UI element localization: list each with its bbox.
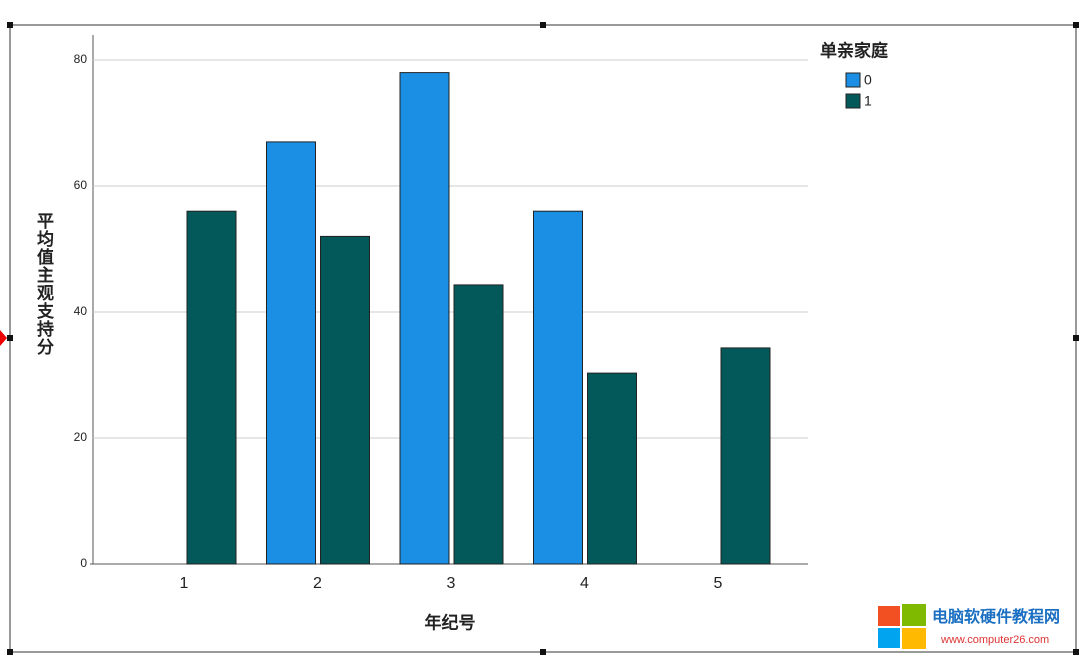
y-tick-label: 0: [80, 556, 87, 570]
bar: [399, 72, 450, 565]
x-tick-label: 1: [180, 575, 189, 592]
watermark-url: www.computer26.com: [940, 634, 1049, 646]
bar: [320, 235, 370, 565]
y-axis-label: 平均值主观支持分: [34, 212, 53, 356]
x-tick-label: 3: [447, 575, 456, 592]
bar: [533, 210, 583, 565]
y-tick-label: 20: [74, 430, 88, 444]
handles: [7, 22, 1079, 655]
legend-label: 0: [864, 72, 872, 88]
x-tick-label: 2: [313, 575, 322, 592]
x-tick-label: 5: [714, 575, 723, 592]
bar: [720, 347, 771, 565]
bar: [587, 372, 637, 565]
legend-swatch: [845, 93, 861, 109]
y-tick-label: 80: [74, 52, 88, 66]
x-axis-label: 年纪号: [425, 612, 476, 632]
x-tick-label: 4: [580, 575, 589, 592]
marker: [0, 330, 7, 346]
watermark-title: 电脑软硬件教程网: [932, 607, 1060, 626]
watermark-logo: [878, 604, 926, 649]
bar: [453, 284, 504, 565]
y-tick-label: 60: [74, 178, 88, 192]
legend-swatch: [845, 72, 861, 88]
bar: [186, 210, 237, 565]
bar: [266, 141, 316, 565]
y-tick-label: 40: [74, 304, 88, 318]
legend-label: 1: [864, 93, 872, 109]
legend-title: 单亲家庭: [820, 40, 888, 60]
